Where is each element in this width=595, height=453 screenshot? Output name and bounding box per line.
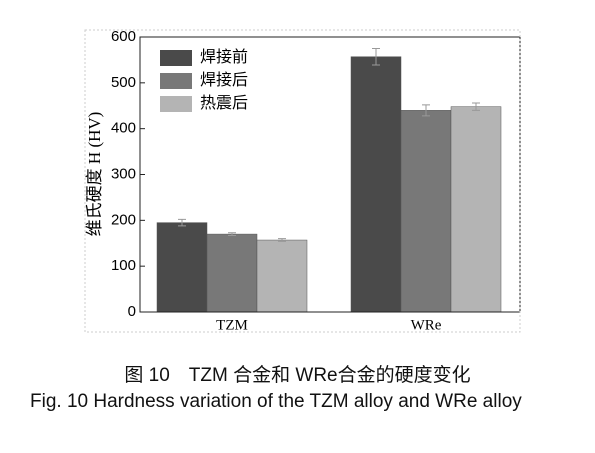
legend-swatch (160, 96, 192, 112)
bar (400, 110, 452, 313)
error-bar (278, 238, 286, 242)
error-bar (178, 218, 186, 227)
legend-swatch (160, 50, 192, 66)
bar (206, 233, 258, 313)
legend-label: 焊接前 (200, 48, 248, 66)
x-tick-label: WRe (411, 317, 442, 333)
y-tick-label: 100 (111, 257, 136, 274)
legend-label: 焊接后 (200, 71, 248, 89)
error-bar (472, 102, 480, 111)
figure-frame (84, 29, 521, 333)
error-bar (422, 104, 430, 117)
x-tick-label: TZM (216, 317, 248, 333)
bar (350, 56, 402, 313)
y-axis-label: 维氏硬度 H (HV) (85, 112, 104, 237)
y-tick-label: 500 (111, 74, 136, 91)
caption-en-text: Fig. 10 Hardness variation of the TZM al… (30, 391, 522, 412)
error-bar (228, 232, 236, 236)
caption-en: Fig. 10 Hardness variation of the TZM al… (30, 388, 580, 416)
chart: 维氏硬度 H (HV) 0 100 200 300 400 500 600 TZM WRe 焊接前… (84, 28, 521, 333)
bar (450, 106, 502, 313)
y-tick-label: 0 (128, 303, 136, 320)
caption-cn: 图 10 TZM 合金和 WRe合金的硬度变化 (124, 365, 471, 386)
plot-frame (139, 36, 521, 313)
y-tick-label: 200 (111, 211, 136, 228)
bar (156, 222, 208, 313)
y-tick-label: 600 (111, 28, 136, 45)
y-tick-label: 300 (111, 165, 136, 182)
bar (256, 239, 308, 313)
legend-label: 热震后 (200, 94, 248, 112)
error-bar (372, 47, 380, 66)
y-tick-label: 400 (111, 120, 136, 137)
legend-swatch (160, 73, 192, 89)
